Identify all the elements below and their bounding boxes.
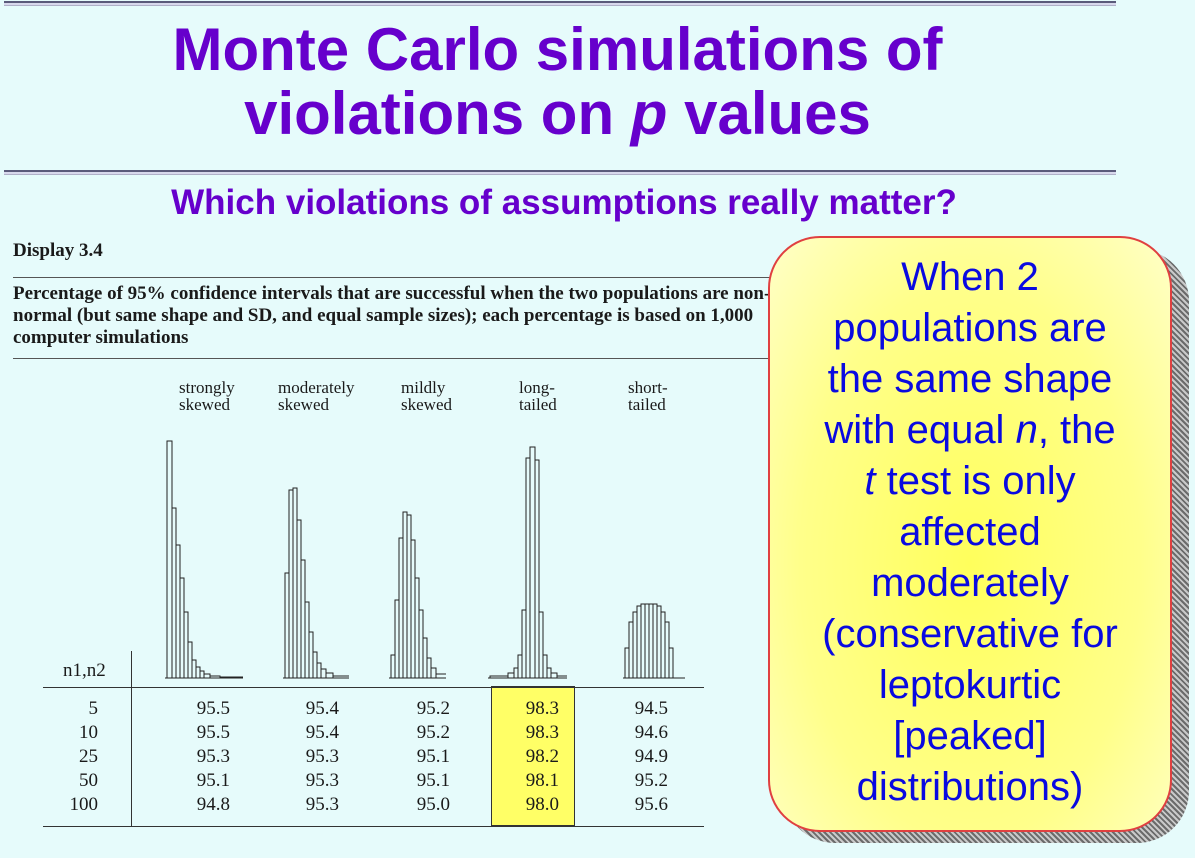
table-cell: 95.3 xyxy=(305,794,339,815)
histogram-long-tailed xyxy=(489,446,567,678)
display-caption: Percentage of 95% confidence intervals t… xyxy=(13,283,771,348)
callout-italic: t xyxy=(864,459,876,503)
column-header-short-tailed: short- tailed xyxy=(628,379,728,413)
callout-line: (conservative for xyxy=(822,612,1118,656)
histogram-mildly-skewed xyxy=(390,511,446,678)
title-line-2: violations on p values xyxy=(0,82,1115,146)
column-header-long-tailed: long- tailed xyxy=(519,379,619,413)
table-cell: 95.4 xyxy=(305,698,339,719)
table-cell: 94.6 xyxy=(634,722,668,743)
table-cell: 95.4 xyxy=(305,722,339,743)
table-cell: 98.1 xyxy=(525,770,559,791)
column-header-line2: skewed xyxy=(179,395,230,414)
callout-line: moderately xyxy=(871,561,1069,605)
table-cell: 95.5 xyxy=(196,722,230,743)
table-cell: 94.5 xyxy=(634,698,668,719)
column-header-moderately-skewed: moderately skewed xyxy=(278,379,378,413)
table-cell: 95.2 xyxy=(416,722,450,743)
column-header-line1: strongly xyxy=(179,378,235,397)
sample-size-cell: 10 xyxy=(79,722,98,743)
slide-subtitle: Which violations of assumptions really m… xyxy=(171,183,957,222)
values-moderately-skewed: 95.4 95.4 95.3 95.3 95.3 xyxy=(295,697,339,817)
table-cell: 95.1 xyxy=(416,746,450,767)
table-cell: 95.3 xyxy=(196,746,230,767)
column-header-line2: skewed xyxy=(401,395,452,414)
table-cell: 94.9 xyxy=(634,746,668,767)
callout-line: t test is only xyxy=(770,456,1170,507)
callout-italic: n xyxy=(1015,408,1038,452)
table-cell: 98.0 xyxy=(525,794,559,815)
slide-title: Monte Carlo simulations of violations on… xyxy=(0,18,1115,146)
table-bottom-line xyxy=(43,826,704,827)
title-line-1: Monte Carlo simulations of xyxy=(172,16,943,83)
values-long-tailed: 98.3 98.3 98.2 98.1 98.0 xyxy=(515,697,559,817)
column-header-line1: mildly xyxy=(401,378,446,397)
table-cell: 95.2 xyxy=(416,698,450,719)
column-header-line2: tailed xyxy=(519,395,557,414)
table-cell: 95.0 xyxy=(416,794,450,815)
caption-top-line xyxy=(13,277,773,278)
callout-line: with equal n, the xyxy=(770,405,1170,456)
sample-size-header: n1,n2 xyxy=(63,660,106,682)
column-header-line2: tailed xyxy=(628,395,666,414)
table-row-header-divider xyxy=(131,651,132,827)
callout-text: , the xyxy=(1037,408,1116,452)
title-line-2-post: values xyxy=(667,80,871,147)
column-header-line1: short- xyxy=(628,378,668,397)
table-cell: 98.3 xyxy=(525,722,559,743)
table-cell: 95.3 xyxy=(305,770,339,791)
title-line-2-pre: violations on xyxy=(244,80,631,147)
callout-line: populations are xyxy=(833,306,1107,350)
table-cell: 95.3 xyxy=(305,746,339,767)
top-rule xyxy=(4,1,1116,6)
table-cell: 98.3 xyxy=(525,698,559,719)
histogram-short-tailed xyxy=(624,603,674,678)
column-header-line1: long- xyxy=(519,378,555,397)
column-header-strongly-skewed: strongly skewed xyxy=(179,379,279,413)
sample-size-cell: 100 xyxy=(69,794,99,815)
sample-size-cell: 50 xyxy=(79,770,98,791)
column-header-line1: moderately xyxy=(278,378,355,397)
sample-size-cell: 25 xyxy=(79,746,98,767)
table-cell: 95.6 xyxy=(634,794,668,815)
callout-line: the same shape xyxy=(827,357,1113,401)
callout-line: affected xyxy=(899,510,1041,554)
sample-size-column: 5 10 25 50 100 xyxy=(50,697,99,817)
callout-line: When 2 xyxy=(901,255,1039,299)
caption-bottom-line xyxy=(13,358,773,359)
display-label: Display 3.4 xyxy=(13,240,103,261)
callout-line: distributions) xyxy=(856,765,1084,809)
histogram-strongly-skewed xyxy=(166,440,243,678)
title-rule xyxy=(4,170,1116,175)
table-cell: 95.2 xyxy=(634,770,668,791)
values-short-tailed: 94.5 94.6 94.9 95.2 95.6 xyxy=(624,697,668,817)
table-cell: 95.1 xyxy=(416,770,450,791)
long-tailed-highlight xyxy=(491,686,575,826)
callout-text: test is only xyxy=(875,459,1076,503)
callout-line: leptokurtic xyxy=(878,663,1062,707)
callout-line: [peaked] xyxy=(893,714,1047,758)
table-cell: 95.5 xyxy=(196,698,230,719)
title-line-2-italic: p xyxy=(630,80,668,147)
callout-text: with equal xyxy=(824,408,1016,452)
histogram-moderately-skewed xyxy=(284,487,349,678)
sample-size-header-text: n1,n2 xyxy=(63,660,106,681)
callout-box: When 2 populations are the same shape wi… xyxy=(768,236,1172,832)
column-header-line2: skewed xyxy=(278,395,329,414)
table-top-line xyxy=(43,687,704,688)
values-strongly-skewed: 95.5 95.5 95.3 95.1 94.8 xyxy=(186,697,230,817)
table-cell: 94.8 xyxy=(196,794,230,815)
values-mildly-skewed: 95.2 95.2 95.1 95.1 95.0 xyxy=(406,697,450,817)
sample-size-cell: 5 xyxy=(88,698,99,719)
table-cell: 98.2 xyxy=(525,746,559,767)
table-cell: 95.1 xyxy=(196,770,230,791)
column-header-mildly-skewed: mildly skewed xyxy=(401,379,501,413)
